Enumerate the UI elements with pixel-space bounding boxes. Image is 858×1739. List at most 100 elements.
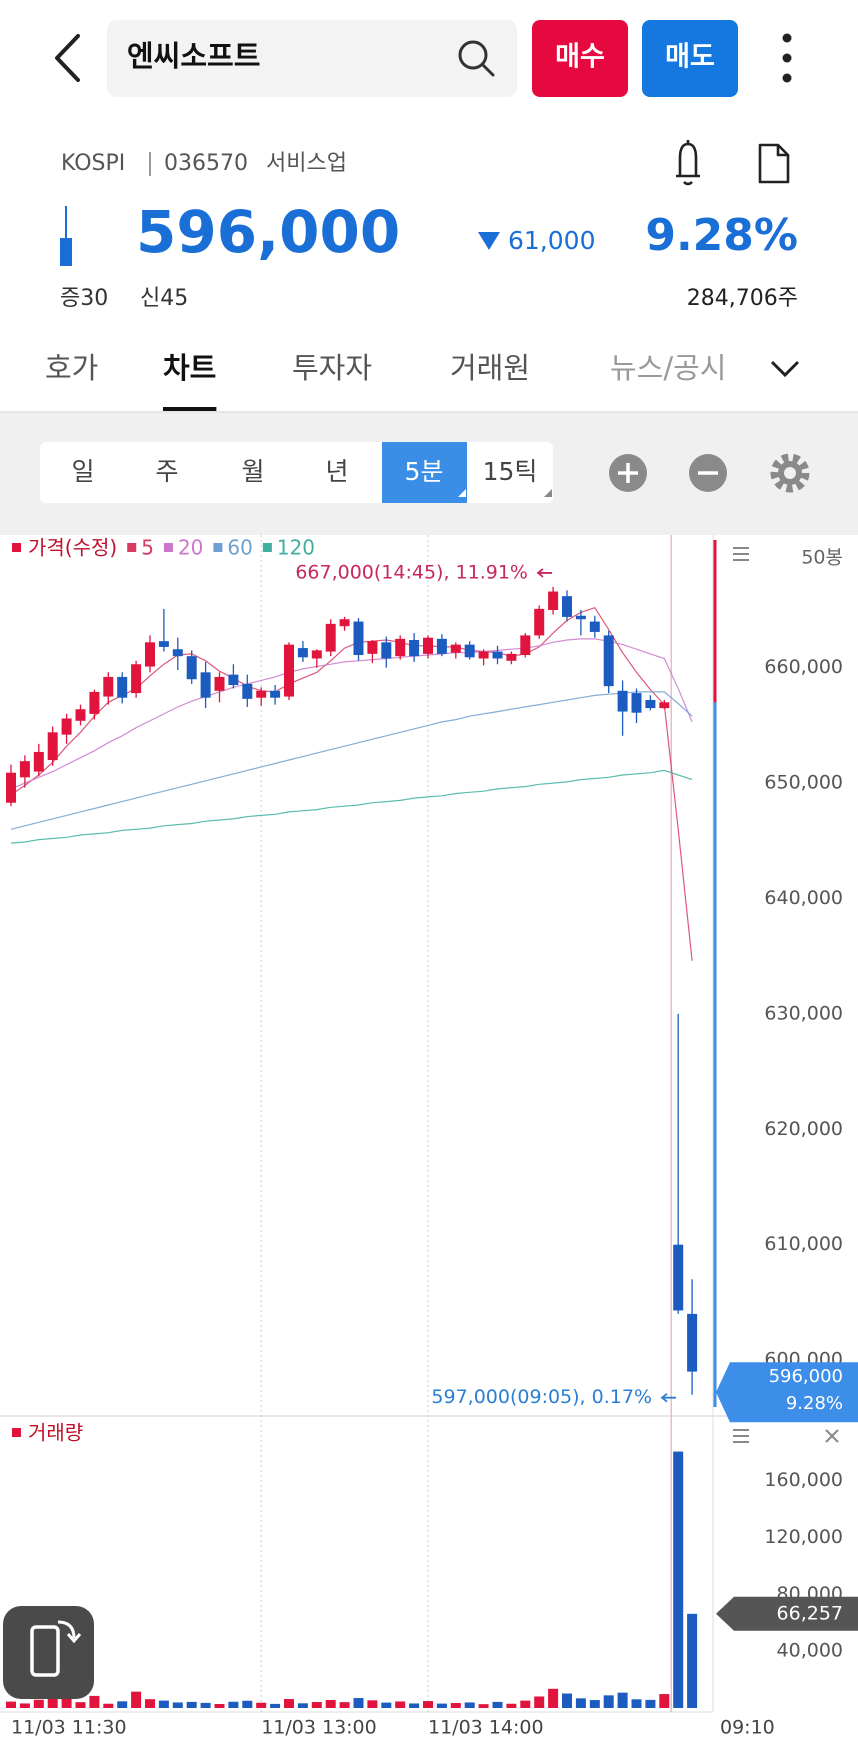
period-option[interactable]: 15틱 — [483, 457, 538, 486]
candle-body — [464, 644, 475, 658]
annotation: 597,000(09:05), 0.17% — [431, 1386, 652, 1408]
period-option[interactable]: 월 — [241, 457, 264, 486]
volume-bar — [284, 1699, 294, 1708]
candle-body — [19, 761, 30, 778]
volume-bar — [353, 1698, 364, 1708]
candle-body — [186, 656, 197, 680]
x-tick-label: 11/03 14:00 — [428, 1717, 544, 1739]
tab[interactable]: 호가 — [45, 351, 98, 385]
margin-rate: 증30 — [60, 286, 108, 311]
candle-body — [158, 641, 169, 647]
volume-bar — [436, 1703, 447, 1708]
candle-body — [47, 732, 58, 761]
candle-body — [589, 621, 600, 632]
legend-title: 거래량 — [28, 1421, 83, 1445]
legend-label: 5 — [141, 536, 154, 560]
zoom-in[interactable] — [609, 454, 647, 492]
search-icon[interactable] — [458, 40, 495, 77]
candle-body — [89, 691, 100, 714]
volume-bar — [145, 1699, 155, 1708]
legend-label: 60 — [227, 536, 252, 560]
settings[interactable] — [770, 453, 810, 493]
legend-swatch — [163, 543, 173, 552]
period-option[interactable]: 5분 — [405, 457, 444, 486]
candle-body — [6, 772, 16, 803]
price-tag-percent: 9.28% — [786, 1393, 843, 1414]
y-tick-label: 630,000 — [764, 1002, 843, 1024]
legend-swatch — [12, 543, 21, 552]
volume-bar — [325, 1700, 336, 1708]
tab[interactable]: 차트 — [163, 351, 216, 385]
tab-bar: 호가 차트 투자자 거래원 뉴스/공시 — [45, 351, 727, 411]
volume-bar — [645, 1699, 656, 1708]
memo-icon[interactable] — [758, 143, 790, 184]
candle-body — [506, 653, 517, 661]
legend-swatch — [127, 543, 137, 552]
period-option[interactable]: 년 — [325, 457, 348, 486]
candle-body — [228, 674, 239, 686]
volume-bar — [242, 1700, 253, 1708]
volume-bar — [603, 1695, 614, 1708]
volume-bar — [75, 1702, 86, 1708]
moving-average — [10, 638, 693, 790]
period-option[interactable]: 일 — [71, 457, 94, 486]
volume-bar — [228, 1701, 239, 1708]
sell-button[interactable] — [642, 20, 738, 97]
price-tag — [716, 1362, 858, 1423]
volume-bar — [89, 1695, 100, 1708]
rotate-button[interactable] — [3, 1606, 94, 1699]
candle-body — [659, 702, 670, 709]
buy-button[interactable] — [532, 20, 628, 97]
legend-label: 20 — [178, 536, 203, 560]
volume-bar — [575, 1698, 586, 1708]
candle-body — [311, 650, 322, 659]
candle-body — [75, 709, 86, 721]
volume-bar — [659, 1694, 670, 1708]
candle-body — [61, 718, 72, 735]
tab[interactable]: 뉴스/공시 — [610, 351, 727, 385]
volume-bar — [297, 1703, 308, 1708]
period-option[interactable]: 주 — [155, 457, 178, 486]
volume-bar — [33, 1699, 44, 1708]
alert-icon[interactable] — [676, 140, 700, 186]
volume-bar — [214, 1704, 225, 1708]
candle-body — [256, 690, 267, 698]
volume-bar — [117, 1701, 128, 1708]
tab-more[interactable] — [770, 360, 800, 378]
volume-bar — [131, 1691, 142, 1708]
moving-average — [10, 769, 693, 844]
candle-body — [520, 635, 531, 656]
candle-body — [575, 615, 586, 620]
legend-title: 가격(수정) — [28, 536, 117, 560]
x-tick-label: 11/03 11:30 — [11, 1717, 127, 1739]
volume-bar — [19, 1703, 30, 1708]
credit-rate: 신45 — [140, 286, 188, 311]
candle-body — [284, 644, 294, 697]
period-corner — [458, 489, 466, 497]
back-button[interactable] — [55, 34, 80, 82]
price-pane-menu[interactable] — [733, 547, 749, 561]
zoom-out[interactable] — [689, 454, 727, 492]
candle-body — [534, 608, 545, 636]
buy-label: 매수 — [555, 42, 605, 73]
candle-body — [145, 642, 155, 667]
tab[interactable]: 거래원 — [450, 351, 530, 385]
price-change: 61,000 — [508, 226, 595, 255]
search-box[interactable] — [107, 20, 517, 97]
more-menu[interactable] — [782, 33, 792, 83]
sector: 서비스업 — [266, 151, 347, 176]
down-arrow — [478, 232, 500, 250]
tab[interactable]: 투자자 — [292, 351, 372, 385]
volume-bar — [186, 1701, 197, 1708]
bar-count: 50봉 — [801, 547, 843, 569]
volume-tag — [716, 1596, 858, 1631]
volume-pane-close[interactable] — [825, 1429, 839, 1443]
volume-pane-menu[interactable] — [733, 1429, 749, 1443]
trade-volume: 284,706주 — [687, 286, 798, 311]
candle-body — [673, 1244, 684, 1311]
candle-body — [33, 751, 44, 772]
candle-body — [297, 648, 308, 658]
candle-body — [367, 641, 378, 654]
y-tick-label: 610,000 — [764, 1233, 843, 1255]
